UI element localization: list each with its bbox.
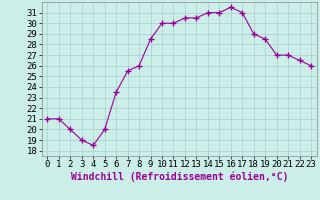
X-axis label: Windchill (Refroidissement éolien,°C): Windchill (Refroidissement éolien,°C): [70, 172, 288, 182]
